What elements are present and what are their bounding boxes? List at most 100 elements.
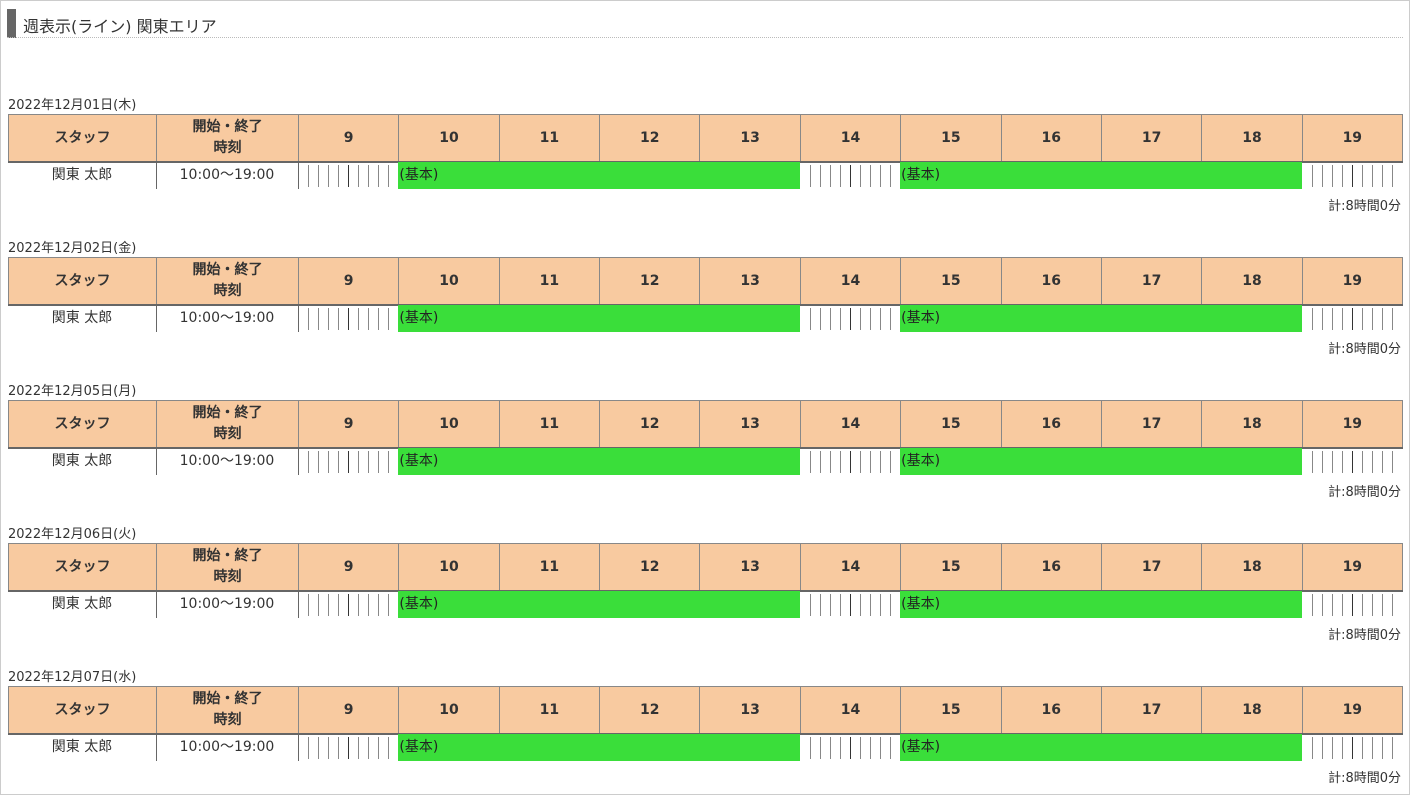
time-tick — [870, 737, 872, 759]
header-hour: 15 — [900, 114, 1002, 162]
time-tick — [890, 737, 892, 759]
time-tick — [308, 308, 310, 330]
header-hour: 18 — [1201, 543, 1303, 591]
time-tick — [1351, 308, 1353, 330]
staff-name: 関東 太郎 — [51, 167, 113, 183]
header-hour: 14 — [799, 114, 902, 162]
shift-block: (基本) — [900, 734, 1302, 761]
time-tick — [318, 594, 320, 616]
total-label: 計:8時間0分 — [1328, 771, 1401, 786]
shift-block: (基本) — [398, 591, 800, 618]
header-time-line: 開始・終了 — [192, 691, 263, 707]
time-tick — [318, 165, 320, 187]
time-tick — [1381, 308, 1383, 330]
total-label: 計:8時間0分 — [1328, 199, 1401, 214]
header-hour: 15 — [900, 543, 1002, 591]
block-label: (基本) — [399, 167, 439, 183]
time-tick — [1371, 165, 1373, 187]
time-tick — [1341, 737, 1343, 759]
header-hour: 16 — [1000, 400, 1102, 448]
time-tick — [318, 308, 320, 330]
header-hour: 10 — [398, 543, 500, 591]
time-tick — [388, 594, 390, 616]
time-tick — [890, 165, 892, 187]
shift-block: (基本) — [900, 305, 1302, 332]
shift-block: (基本) — [398, 448, 800, 475]
shift-block: (基本) — [900, 162, 1302, 189]
time-tick — [880, 451, 882, 473]
time-tick — [870, 451, 872, 473]
block-label: (基本) — [901, 453, 941, 469]
time-tick — [1321, 308, 1323, 330]
block-label: (基本) — [399, 310, 439, 326]
header-hour: 17 — [1100, 686, 1203, 734]
time-tick — [358, 594, 360, 616]
header-time: 開始・終了 時刻 — [156, 543, 299, 591]
time-tick — [338, 308, 340, 330]
time-tick — [1341, 308, 1343, 330]
header-hour: 18 — [1201, 686, 1303, 734]
shift-block: (基本) — [900, 591, 1302, 618]
time-tick — [1321, 451, 1323, 473]
time-tick — [328, 308, 330, 330]
time-tick — [1371, 737, 1373, 759]
shift-block: (基本) — [900, 448, 1302, 475]
header-hour: 19 — [1301, 257, 1403, 305]
time-tick — [1361, 737, 1363, 759]
header-hour: 17 — [1100, 257, 1203, 305]
time-tick — [1391, 737, 1393, 759]
time-tick — [819, 165, 821, 187]
time-tick — [1351, 594, 1353, 616]
time-tick — [1321, 737, 1323, 759]
time-tick — [378, 594, 380, 616]
time-tick — [860, 165, 862, 187]
header-time-line: 開始・終了 — [192, 405, 263, 421]
time-tick — [880, 308, 882, 330]
time-tick — [308, 594, 310, 616]
time-tick — [368, 165, 370, 187]
header-hour: 19 — [1301, 114, 1403, 162]
shift-time: 10:00〜19:00 — [179, 310, 275, 326]
time-tick — [338, 165, 340, 187]
time-tick — [870, 594, 872, 616]
time-tick — [348, 308, 350, 330]
time-tick — [829, 308, 831, 330]
header-hour: 9 — [298, 543, 400, 591]
time-tick — [819, 594, 821, 616]
time-tick — [839, 165, 841, 187]
time-tick — [338, 451, 340, 473]
cell-divider — [298, 591, 299, 618]
time-tick — [890, 308, 892, 330]
header-time-line: 開始・終了 — [192, 548, 263, 564]
header-hour: 9 — [298, 400, 400, 448]
staff-name: 関東 太郎 — [51, 596, 113, 612]
time-tick — [809, 165, 811, 187]
time-tick — [378, 451, 380, 473]
header-hour: 13 — [699, 400, 801, 448]
time-tick — [839, 308, 841, 330]
time-tick — [1331, 308, 1333, 330]
time-tick — [368, 737, 370, 759]
time-tick — [809, 308, 811, 330]
time-tick — [1391, 308, 1393, 330]
time-tick — [308, 165, 310, 187]
time-tick — [348, 594, 350, 616]
time-tick — [1351, 451, 1353, 473]
time-tick — [338, 594, 340, 616]
header-staff: スタッフ — [8, 543, 157, 591]
time-tick — [1341, 165, 1343, 187]
time-tick — [850, 451, 851, 473]
date-label: 2022年12月05日(月) — [8, 384, 137, 399]
time-tick — [880, 737, 882, 759]
time-tick — [860, 308, 862, 330]
header-hour: 17 — [1100, 400, 1203, 448]
staff-name: 関東 太郎 — [51, 310, 113, 326]
shift-time: 10:00〜19:00 — [179, 739, 275, 755]
header-hour: 19 — [1301, 400, 1403, 448]
header-hour: 14 — [799, 400, 902, 448]
time-tick — [880, 594, 882, 616]
total-label: 計:8時間0分 — [1328, 342, 1401, 357]
time-tick — [1311, 451, 1313, 473]
time-tick — [890, 594, 892, 616]
time-tick — [829, 594, 831, 616]
